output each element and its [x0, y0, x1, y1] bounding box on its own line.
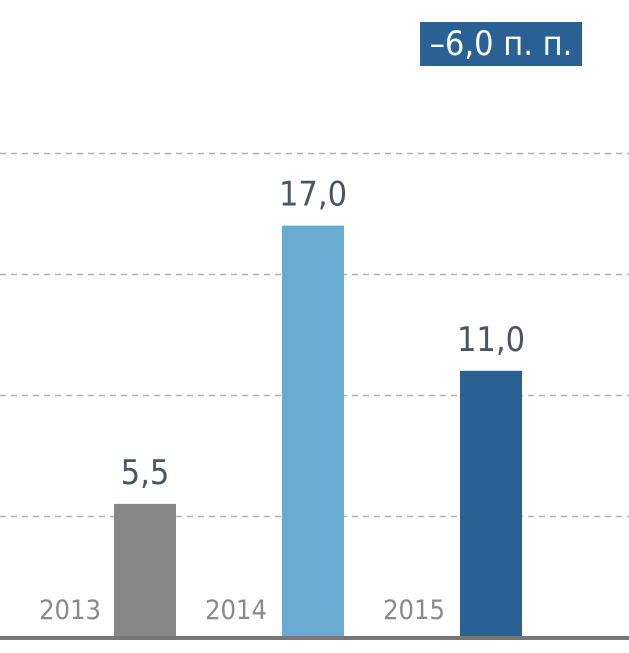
value-label-2015: 11,0 [457, 320, 525, 360]
bar-2013 [114, 503, 176, 637]
grid-lines [0, 152, 629, 518]
change-badge: –6,0 п. п. [420, 22, 582, 66]
value-label-2013: 5,5 [121, 453, 170, 493]
category-label-2014: 2014 [205, 595, 267, 626]
labels: 5,5 2013 17,0 2014 11,0 2015 [39, 175, 525, 626]
category-label-2015: 2015 [383, 595, 445, 626]
bars [114, 225, 522, 637]
category-label-2013: 2013 [39, 595, 101, 626]
bar-2014 [282, 225, 344, 637]
value-label-2014: 17,0 [279, 175, 347, 215]
bar-2015 [460, 370, 522, 637]
